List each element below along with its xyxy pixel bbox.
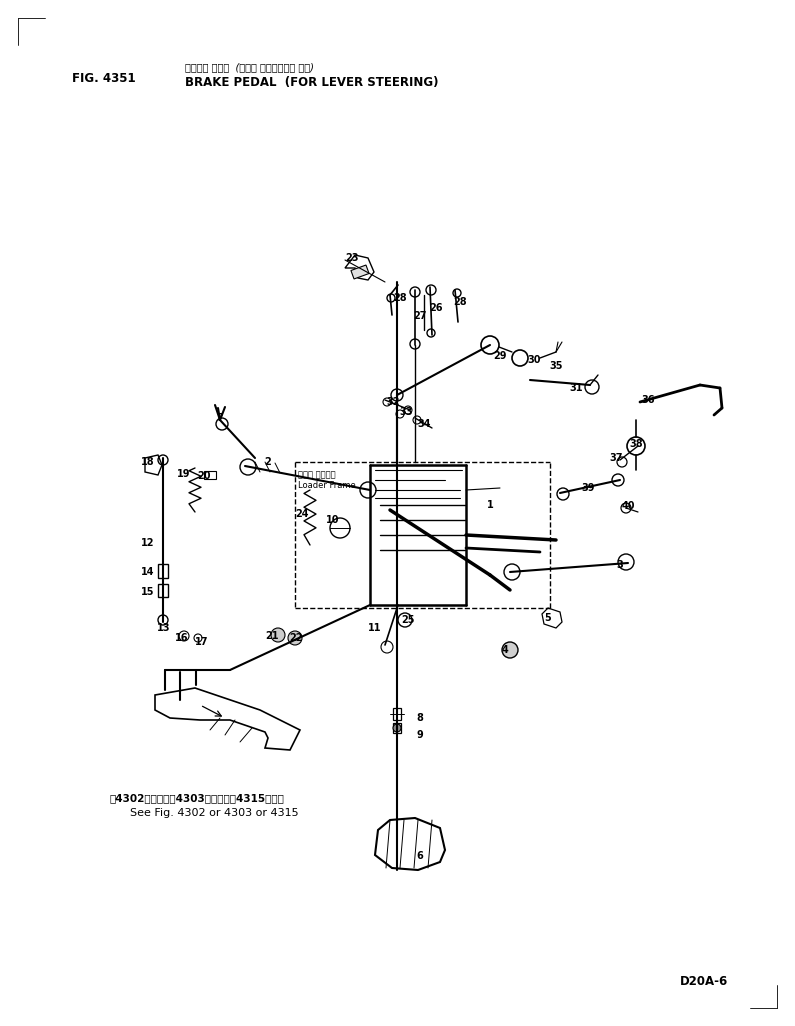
Text: 2: 2 xyxy=(265,457,271,467)
Text: 31: 31 xyxy=(569,383,583,393)
Text: 8: 8 xyxy=(417,713,424,723)
Text: 37: 37 xyxy=(609,453,622,463)
Text: 1: 1 xyxy=(487,500,494,510)
Text: ローダ フレーム: ローダ フレーム xyxy=(298,470,335,479)
Text: 12: 12 xyxy=(142,538,155,548)
Text: 7: 7 xyxy=(216,413,223,423)
Text: 25: 25 xyxy=(401,615,415,625)
Text: 28: 28 xyxy=(453,297,467,307)
Text: 10: 10 xyxy=(326,515,339,525)
Text: 3: 3 xyxy=(617,560,623,570)
Text: 35: 35 xyxy=(549,361,563,371)
Text: D20A-6: D20A-6 xyxy=(680,975,728,988)
Circle shape xyxy=(288,631,302,645)
Text: 23: 23 xyxy=(345,253,359,263)
Polygon shape xyxy=(393,723,401,733)
Polygon shape xyxy=(158,584,168,596)
Text: 26: 26 xyxy=(429,303,443,313)
Text: 19: 19 xyxy=(177,469,191,479)
Polygon shape xyxy=(158,564,168,578)
Text: 18: 18 xyxy=(142,457,155,467)
Text: 17: 17 xyxy=(196,637,209,647)
Text: 33: 33 xyxy=(399,407,413,417)
Text: 29: 29 xyxy=(493,351,506,361)
Text: BRAKE PEDAL  (FOR LEVER STEERING): BRAKE PEDAL (FOR LEVER STEERING) xyxy=(185,76,439,89)
Polygon shape xyxy=(204,471,216,479)
Text: 40: 40 xyxy=(621,501,634,511)
Text: 38: 38 xyxy=(629,439,643,449)
Text: Loader Frame: Loader Frame xyxy=(298,481,355,490)
Text: 34: 34 xyxy=(417,419,431,429)
Text: 27: 27 xyxy=(413,311,427,321)
Text: 32: 32 xyxy=(386,397,400,407)
Polygon shape xyxy=(351,265,369,279)
Text: ブレーキ ペダル  (レバー ステアリング ヨウ): ブレーキ ペダル (レバー ステアリング ヨウ) xyxy=(185,62,314,72)
Text: 11: 11 xyxy=(368,623,382,633)
Text: 14: 14 xyxy=(142,567,155,577)
Text: 24: 24 xyxy=(295,509,308,519)
Text: 28: 28 xyxy=(394,293,407,303)
Text: 4: 4 xyxy=(502,645,508,655)
Text: 9: 9 xyxy=(417,731,424,740)
Circle shape xyxy=(393,724,401,732)
Circle shape xyxy=(502,642,518,658)
Text: 30: 30 xyxy=(527,355,541,365)
Text: 20: 20 xyxy=(197,471,211,481)
Text: FIG. 4351: FIG. 4351 xyxy=(72,72,136,85)
Text: 22: 22 xyxy=(289,633,303,643)
Text: 39: 39 xyxy=(581,483,595,494)
Text: 5: 5 xyxy=(545,613,552,623)
Text: 13: 13 xyxy=(157,623,171,633)
Text: See Fig. 4302 or 4303 or 4315: See Fig. 4302 or 4303 or 4315 xyxy=(130,808,299,818)
Polygon shape xyxy=(393,708,401,720)
Text: 21: 21 xyxy=(266,631,279,641)
Text: 15: 15 xyxy=(142,587,155,597)
Text: 36: 36 xyxy=(642,395,655,405)
Circle shape xyxy=(271,628,285,642)
Text: 16: 16 xyxy=(175,633,188,643)
Text: 6: 6 xyxy=(417,851,424,861)
Text: 第4302図または第4303図または第4315図参照: 第4302図または第4303図または第4315図参照 xyxy=(110,793,285,803)
